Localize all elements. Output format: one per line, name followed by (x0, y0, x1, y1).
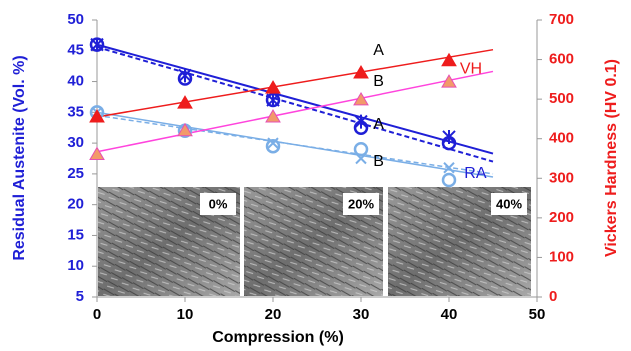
y-tick-label: 35 (67, 103, 84, 120)
y-tick-label: 50 (67, 11, 84, 28)
inset-label-box (343, 193, 379, 215)
marker-asterisk (90, 37, 104, 52)
inset-label: 20% (348, 196, 374, 211)
marker-asterisk (266, 93, 280, 108)
annotation: B (373, 73, 384, 90)
marker-triangle (89, 108, 105, 123)
marker-triangle (265, 108, 281, 123)
y2-tick-label: 700 (549, 11, 574, 28)
marker-x (267, 137, 279, 149)
marker-triangle (265, 80, 281, 94)
x-tick-label: 0 (93, 306, 101, 323)
inset-label: 0% (209, 196, 228, 211)
marker-circle (441, 172, 457, 188)
marker-circle (353, 142, 369, 157)
y-tick-label: 10 (67, 257, 84, 274)
annotation: A (373, 116, 384, 133)
marker-triangle (441, 74, 457, 88)
y-tick-label: 5 (76, 288, 84, 305)
y2-tick-label: 300 (549, 169, 574, 186)
y-tick-label: 15 (67, 226, 84, 243)
marker-x (355, 152, 367, 165)
y-tick-label: 20 (67, 196, 84, 213)
y-tick-label: 25 (67, 165, 84, 182)
y2-tick-label: 600 (549, 51, 574, 68)
y-axis-title: Residual Austenite (Vol. %) (11, 55, 28, 260)
y2-tick-label: 200 (549, 209, 574, 226)
y2-axis-title: Vickers Hardness (HV 0.1) (603, 59, 620, 257)
x-tick-label: 20 (265, 306, 282, 323)
annotation: B (373, 153, 384, 170)
marker-triangle (177, 122, 193, 137)
marker-x (443, 162, 455, 174)
y2-tick-label: 400 (549, 130, 574, 147)
trend-line (96, 48, 494, 118)
y2-tick-label: 0 (549, 288, 557, 305)
inset-label: 40% (496, 196, 522, 211)
marker-asterisk (354, 114, 368, 129)
annotation: RA (464, 165, 487, 182)
x-axis-title: Compression (%) (212, 329, 344, 346)
marker-circle (265, 138, 281, 154)
x-tick-label: 30 (353, 306, 370, 323)
marker-triangle (89, 146, 105, 161)
x-tick-label: 10 (177, 306, 194, 323)
y2-tick-label: 100 (549, 248, 574, 265)
inset-label-box (491, 193, 527, 215)
marker-triangle (353, 91, 369, 106)
marker-triangle (353, 65, 369, 79)
marker-asterisk (178, 68, 192, 83)
trend-line (96, 46, 494, 163)
inset-label-box (200, 193, 236, 215)
annotation: A (373, 42, 384, 59)
marker-asterisk (442, 129, 456, 144)
y-tick-label: 30 (67, 134, 84, 151)
x-tick-label: 40 (441, 306, 458, 323)
marker-triangle (441, 52, 457, 67)
annotation: VH (460, 60, 482, 77)
marker-triangle (177, 95, 193, 109)
y-tick-label: 45 (67, 42, 84, 59)
trend-line (96, 114, 494, 175)
trend-line (96, 43, 494, 155)
y-tick-label: 40 (67, 73, 84, 90)
y2-tick-label: 500 (549, 90, 574, 107)
x-tick-label: 50 (529, 306, 546, 323)
trend-line (96, 70, 494, 153)
